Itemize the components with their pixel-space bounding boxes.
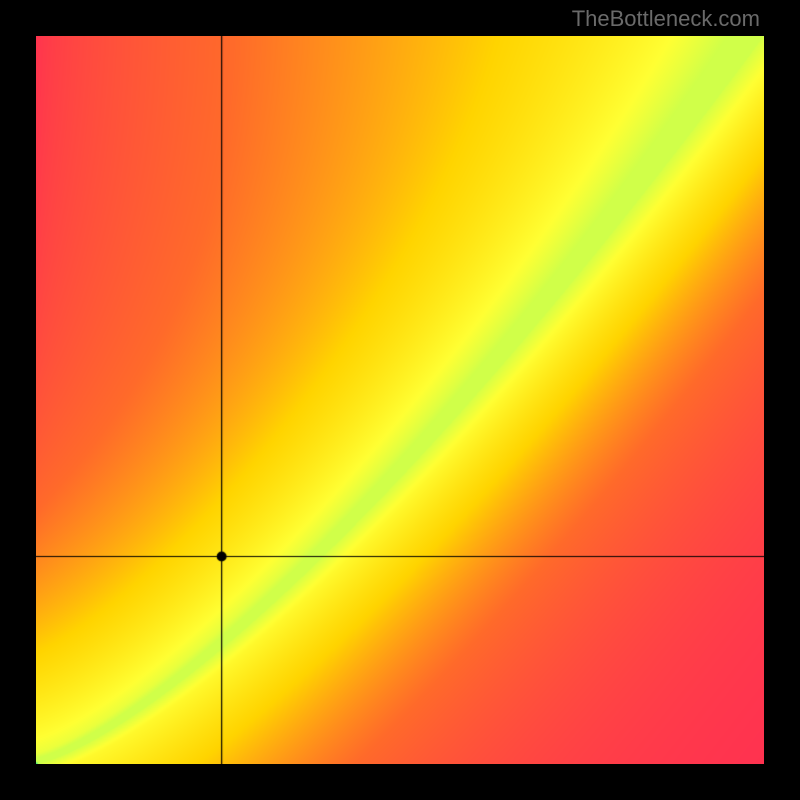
heatmap-canvas (36, 36, 764, 764)
watermark-text: TheBottleneck.com (572, 6, 760, 32)
bottleneck-heatmap (36, 36, 764, 764)
